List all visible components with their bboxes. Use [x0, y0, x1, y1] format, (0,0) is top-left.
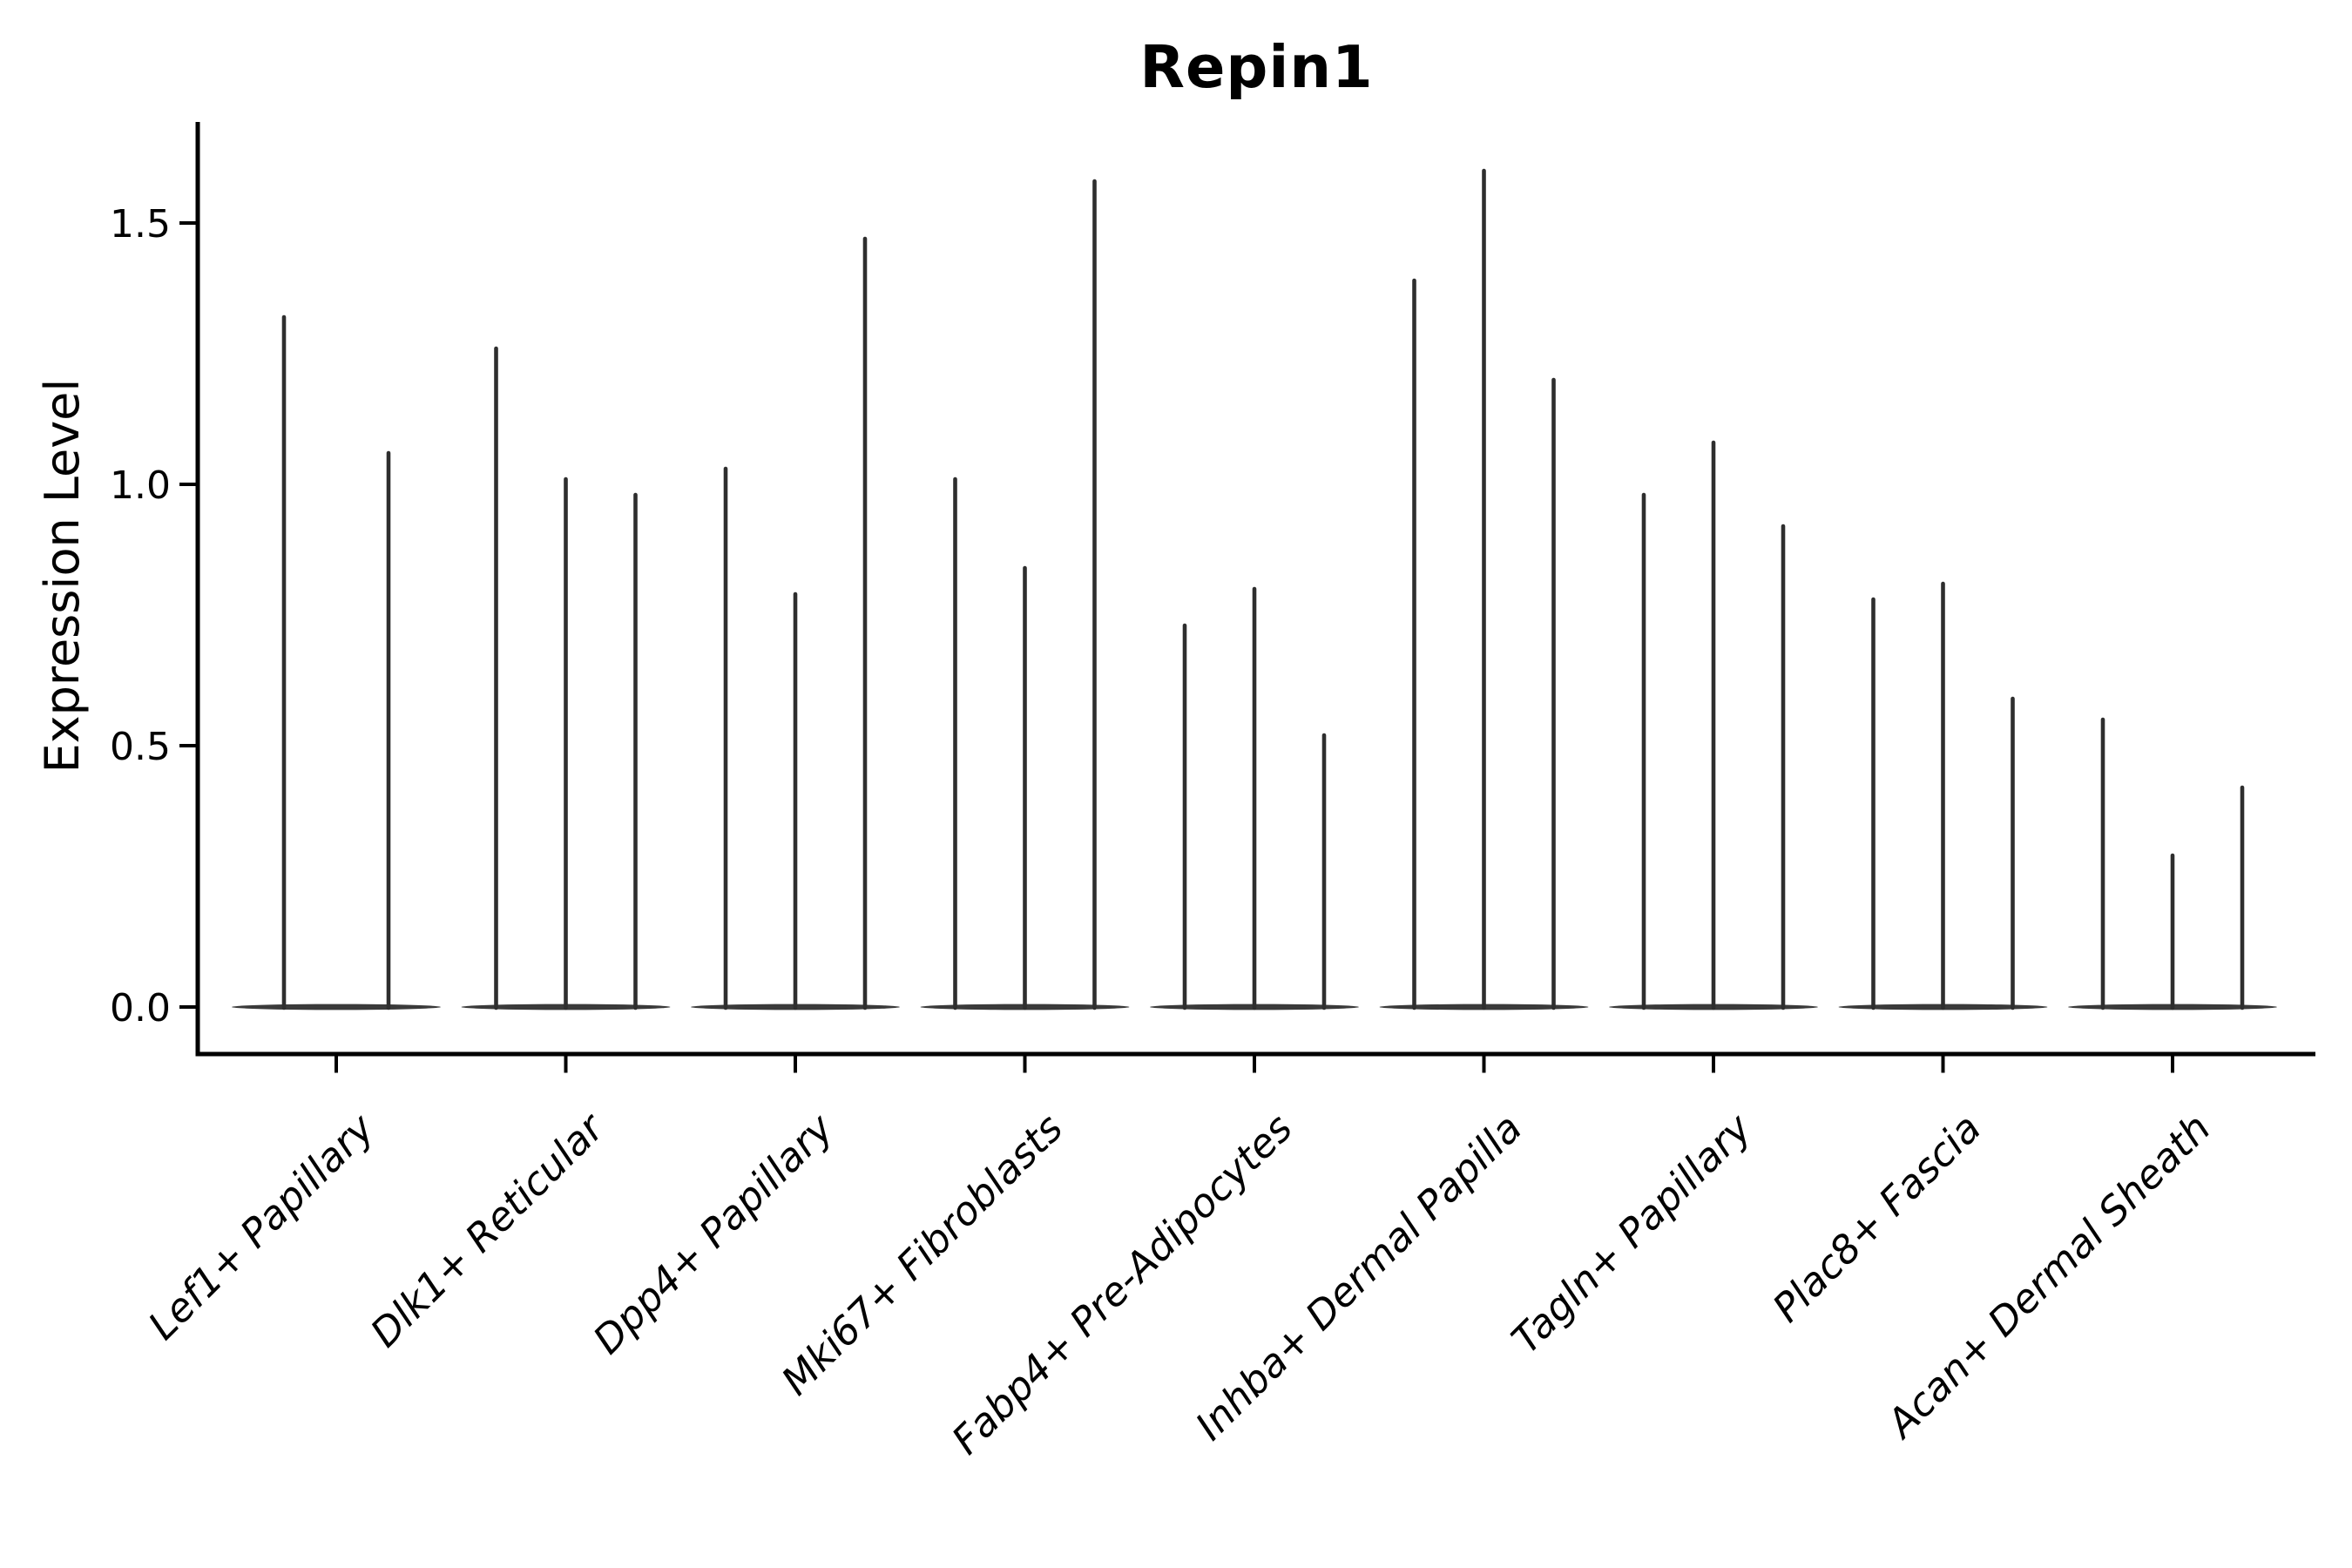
y-tick-label: 0.5: [110, 725, 171, 769]
y-tick-label: 1.0: [110, 463, 171, 508]
x-category-label: Dlk1+ Reticular: [362, 1104, 614, 1356]
y-tick-label: 0.0: [110, 986, 171, 1031]
violin-base: [232, 1004, 441, 1010]
chart-title: Repin1: [1139, 33, 1374, 101]
x-category-label: Plac8+ Fascia: [1764, 1105, 1990, 1331]
y-tick-label: 1.5: [110, 202, 171, 247]
x-category-label: Dpp4+ Papillary: [585, 1104, 843, 1362]
x-category-label: Tagln+ Papillary: [1503, 1104, 1761, 1362]
x-category-label: Lef1+ Papillary: [139, 1104, 384, 1348]
